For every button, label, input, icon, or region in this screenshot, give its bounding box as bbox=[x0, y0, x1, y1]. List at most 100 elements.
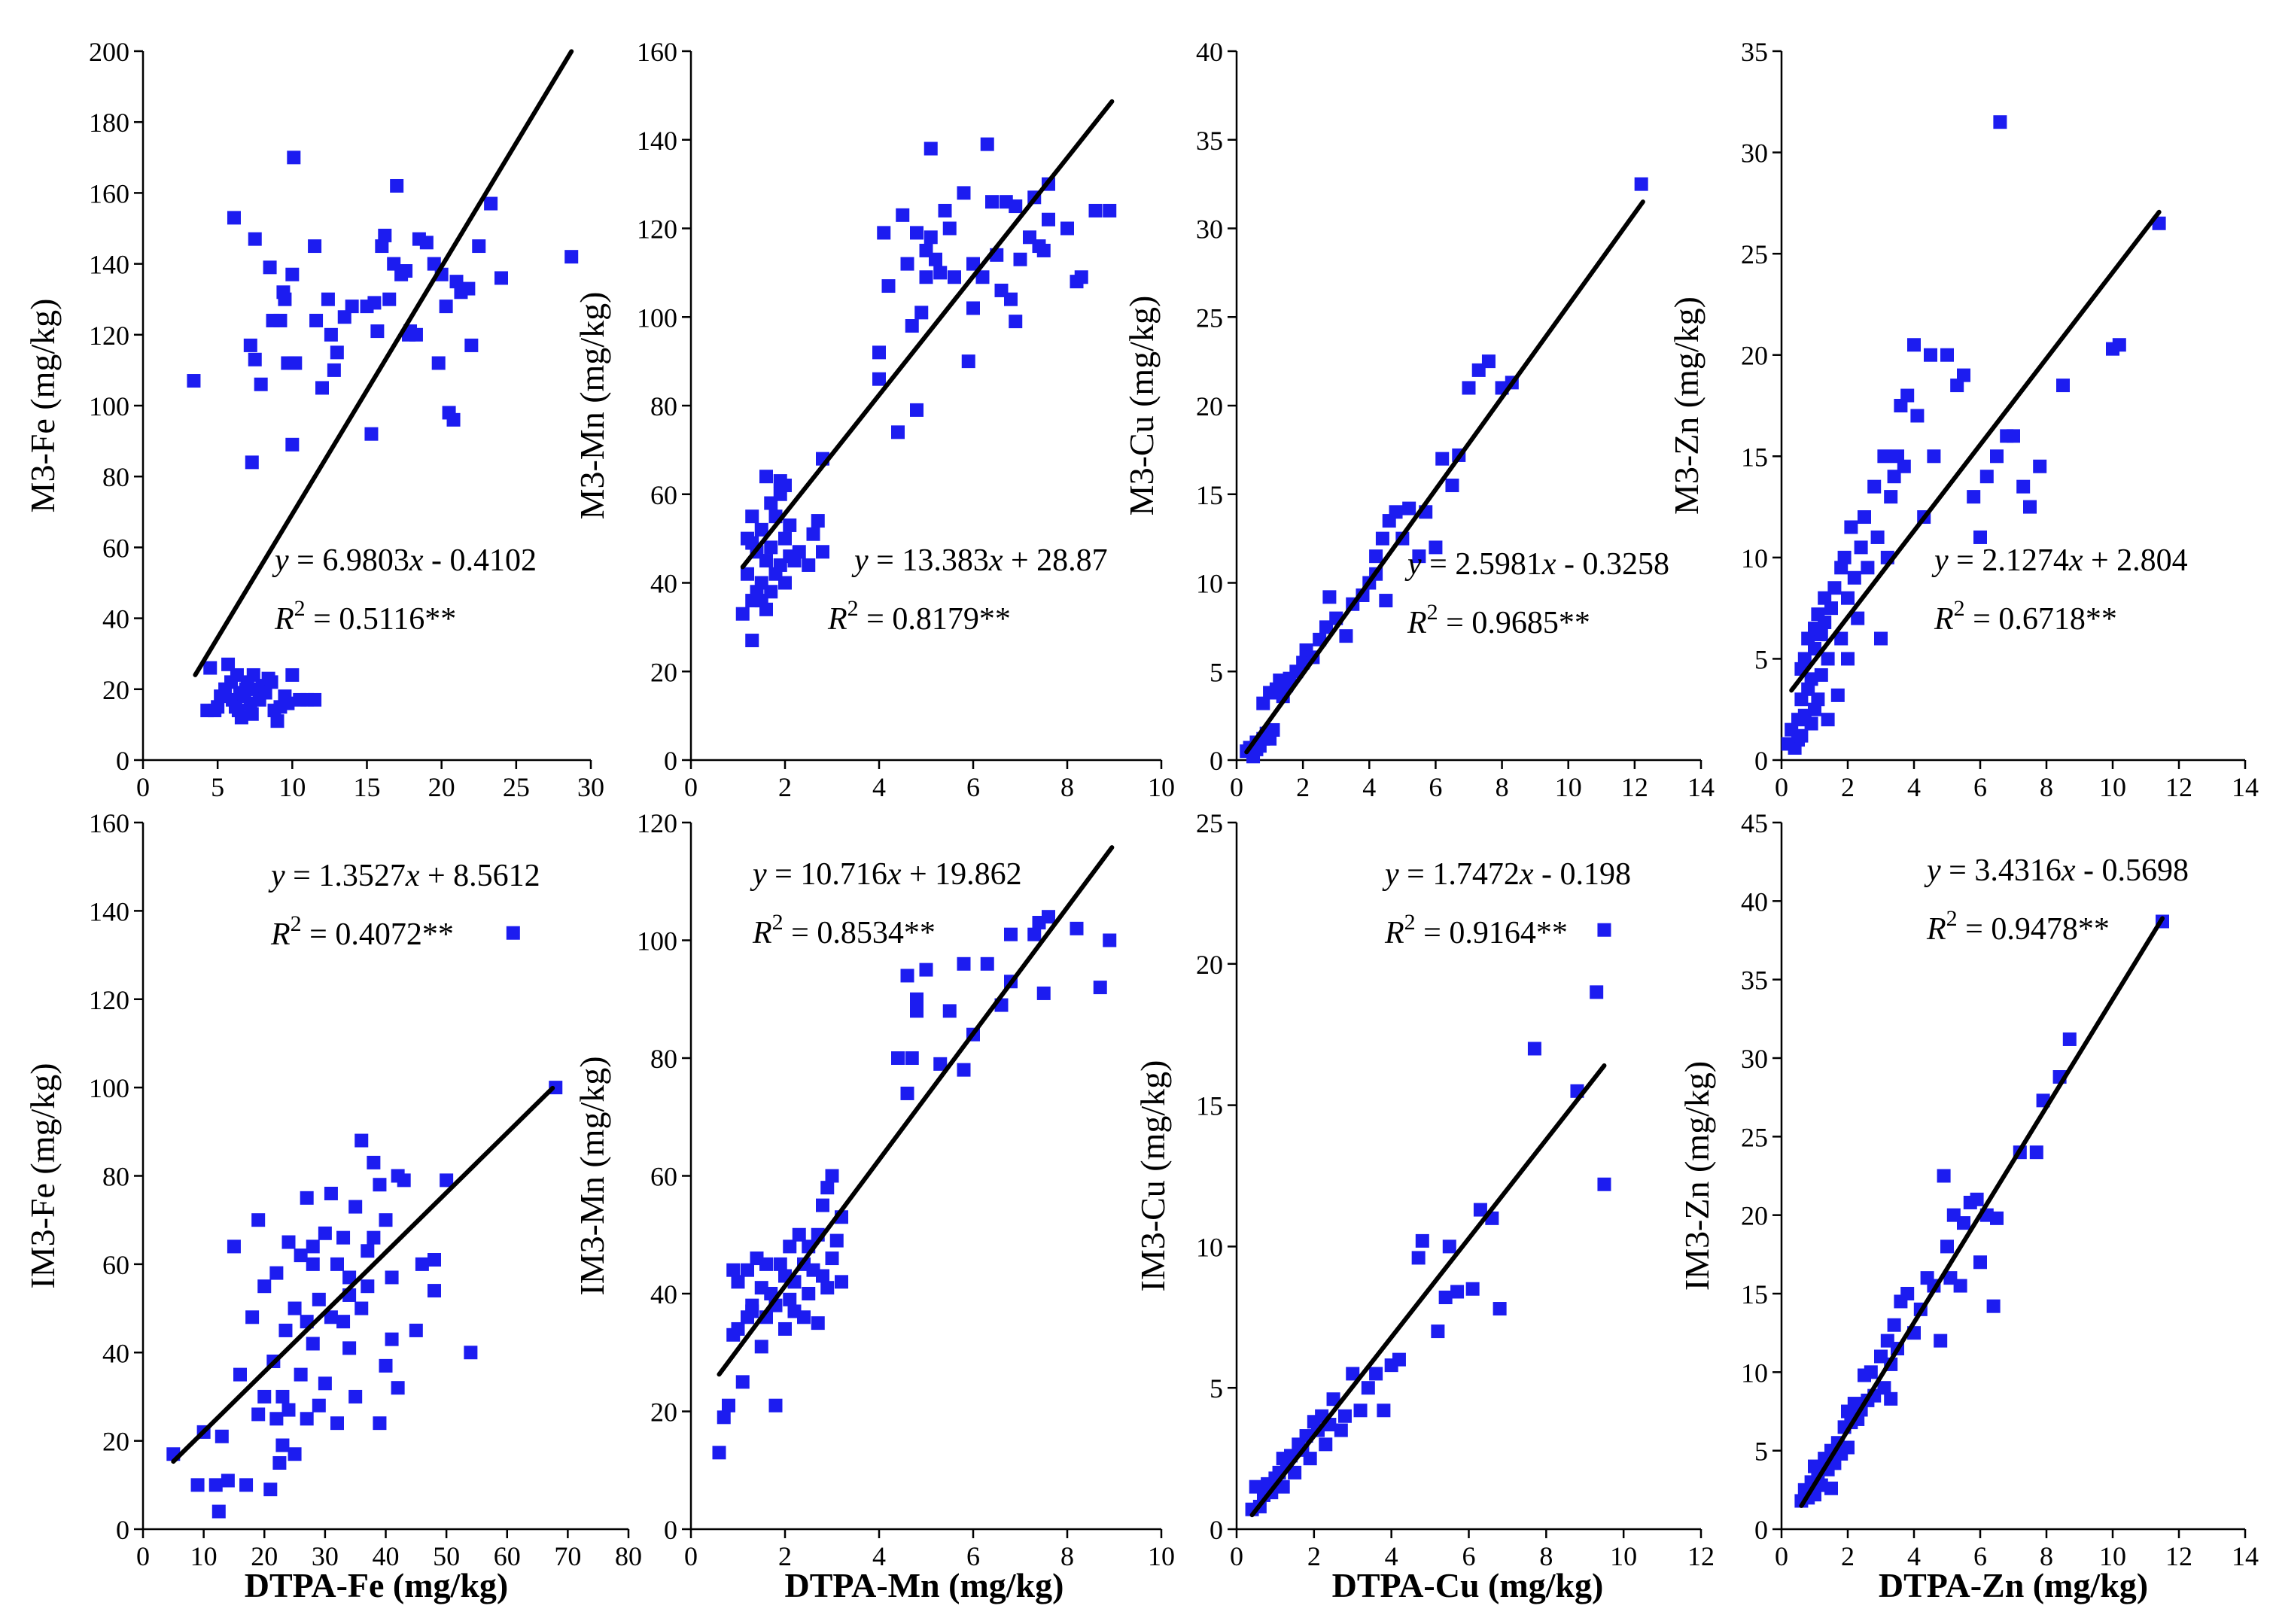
m3-fe-equation: y = 6.9803x - 0.4102 bbox=[272, 543, 537, 578]
m3-fe-data-point bbox=[285, 267, 300, 281]
im3-zn-data-point bbox=[1986, 1299, 2001, 1313]
m3-zn-data-point bbox=[1910, 409, 1925, 423]
m3-cu-data-point bbox=[1339, 629, 1353, 643]
m3-cu-x-tick-label: 12 bbox=[1621, 772, 1648, 802]
m3-zn-data-point bbox=[1861, 561, 1875, 575]
m3-fe-data-point bbox=[494, 271, 508, 285]
m3-cu-data-point bbox=[1412, 549, 1426, 564]
m3-zn-data-point bbox=[1814, 628, 1828, 642]
m3-mn-x-tick-label: 6 bbox=[966, 772, 980, 802]
m3-zn-x-tick-label: 10 bbox=[2099, 772, 2126, 802]
im3-fe-data-point bbox=[415, 1257, 429, 1271]
im3-cu-data-point bbox=[1303, 1452, 1317, 1466]
m3-zn-equation: y = 2.1274x + 2.804 bbox=[1931, 543, 2188, 578]
im3-fe-data-point bbox=[367, 1155, 381, 1169]
m3-zn-data-point bbox=[1973, 530, 1987, 544]
m3-mn-y-tick-label: 20 bbox=[650, 657, 677, 687]
im3-mn-data-point bbox=[820, 1281, 835, 1295]
im3-fe-data-point bbox=[464, 1346, 478, 1360]
m3-mn-data-point bbox=[811, 514, 825, 528]
m3-fe-data-point bbox=[382, 292, 397, 306]
m3-fe-data-point bbox=[187, 374, 201, 388]
m3-mn-data-point bbox=[759, 554, 773, 568]
im3-fe-data-point bbox=[318, 1226, 332, 1240]
m3-fe-data-point bbox=[248, 352, 262, 366]
im3-fe-data-point bbox=[300, 1412, 314, 1426]
m3-zn-y-tick-label: 10 bbox=[1741, 543, 1768, 573]
m3-mn-data-point bbox=[806, 527, 820, 541]
m3-zn-y-tick-label: 25 bbox=[1741, 239, 1768, 269]
im3-cu-y-axis-title: IM3-Cu (mg/kg) bbox=[1133, 1060, 1172, 1292]
im3-mn-regression-line bbox=[717, 845, 1115, 1377]
im3-mn-data-point bbox=[816, 1269, 829, 1283]
im3-fe-data-point bbox=[208, 1478, 223, 1492]
im3-cu-y-tick-label: 5 bbox=[1210, 1373, 1223, 1404]
im3-cu-data-point bbox=[1326, 1392, 1340, 1407]
m3-mn-data-point bbox=[741, 567, 754, 581]
im3-cu-data-point bbox=[1493, 1302, 1507, 1316]
im3-zn-data-point bbox=[1990, 1211, 2004, 1225]
im3-mn-data-point bbox=[910, 992, 924, 1006]
im3-fe-data-point bbox=[342, 1270, 357, 1285]
m3-cu-x-tick-label: 2 bbox=[1296, 772, 1310, 802]
im3-mn-data-point bbox=[783, 1239, 797, 1254]
m3-fe-y-tick-label: 0 bbox=[116, 746, 129, 776]
m3-mn-data-point bbox=[754, 594, 768, 608]
m3-fe-data-point bbox=[431, 356, 446, 370]
im3-cu-y-tick-label: 25 bbox=[1196, 808, 1223, 838]
m3-cu-data-point bbox=[1435, 452, 1450, 466]
m3-zn-x-tick-label: 14 bbox=[2232, 772, 2259, 802]
m3-fe-data-point bbox=[308, 239, 322, 254]
m3-zn-data-point bbox=[2007, 429, 2020, 443]
im3-zn-y-tick-label: 15 bbox=[1741, 1279, 1768, 1309]
im3-cu-x-axis-title: DTPA-Cu (mg/kg) bbox=[1332, 1566, 1604, 1604]
m3-cu-y-axis-title: M3-Cu (mg/kg) bbox=[1122, 296, 1161, 516]
im3-mn-data-point bbox=[759, 1257, 773, 1271]
m3-zn-x-tick-label: 6 bbox=[1973, 772, 1987, 802]
m3-mn-x-tick-label: 10 bbox=[1148, 772, 1175, 802]
m3-mn-x-tick-label: 4 bbox=[872, 772, 886, 802]
m3-mn-data-point bbox=[872, 372, 886, 386]
m3-zn-y-axis-title: M3-Zn (mg/kg) bbox=[1667, 297, 1706, 515]
im3-cu-data-point bbox=[1346, 1367, 1360, 1381]
im3-mn-x-tick-label: 10 bbox=[1148, 1541, 1175, 1571]
m3-fe-x-tick-label: 25 bbox=[503, 772, 530, 802]
m3-mn-data-point bbox=[905, 319, 919, 333]
m3-zn-y-tick-label: 35 bbox=[1741, 37, 1768, 67]
m3-fe-y-tick-label: 160 bbox=[89, 178, 129, 208]
im3-zn-x-tick-label: 8 bbox=[2040, 1541, 2053, 1571]
m3-mn-data-point bbox=[1103, 203, 1117, 217]
im3-fe-data-point bbox=[257, 1279, 272, 1294]
im3-cu-data-point bbox=[1431, 1324, 1445, 1339]
im3-fe-data-point bbox=[397, 1173, 411, 1188]
im3-fe-y-tick-label: 160 bbox=[89, 808, 129, 838]
m3-mn-data-point bbox=[1013, 252, 1027, 266]
m3-fe-x-tick-label: 0 bbox=[136, 772, 150, 802]
im3-fe-x-tick-label: 50 bbox=[433, 1541, 460, 1571]
m3-mn-data-point bbox=[881, 279, 896, 293]
im3-mn-equation: y = 10.716x + 19.862 bbox=[750, 857, 1022, 892]
m3-zn-data-point bbox=[1811, 692, 1825, 707]
im3-fe-y-tick-label: 60 bbox=[102, 1250, 129, 1280]
im3-cu-data-point bbox=[1337, 1409, 1352, 1423]
im3-fe-data-point bbox=[211, 1504, 226, 1519]
m3-fe-data-point bbox=[402, 327, 416, 342]
m3-zn-data-point bbox=[1847, 570, 1861, 585]
im3-cu-data-point bbox=[1590, 985, 1604, 999]
m3-mn-data-point bbox=[961, 354, 975, 369]
im3-cu-x-tick-label: 8 bbox=[1539, 1541, 1553, 1571]
im3-mn-data-point bbox=[829, 1233, 844, 1248]
m3-fe-data-point bbox=[231, 704, 245, 718]
m3-mn-data-point bbox=[942, 221, 957, 236]
m3-fe-y-tick-label: 180 bbox=[89, 108, 129, 138]
im3-fe-data-point bbox=[306, 1257, 320, 1271]
m3-mn-data-point bbox=[896, 208, 910, 222]
m3-mn-data-point bbox=[759, 470, 773, 484]
m3-zn-x-tick-label: 4 bbox=[1907, 772, 1921, 802]
m3-fe-y-tick-label: 200 bbox=[89, 37, 129, 67]
m3-mn-data-point bbox=[948, 270, 961, 284]
m3-zn-data-point bbox=[1844, 520, 1858, 534]
im3-mn-data-point bbox=[811, 1316, 825, 1331]
im3-fe-data-point bbox=[379, 1213, 393, 1227]
im3-fe-regression-line bbox=[171, 1085, 555, 1464]
